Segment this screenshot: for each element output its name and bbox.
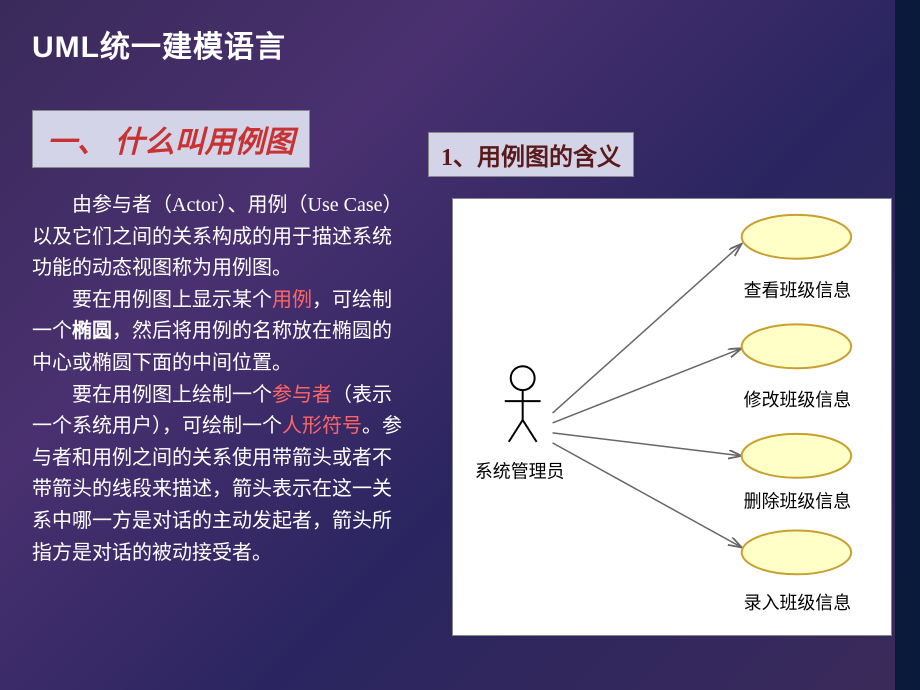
svg-text:删除班级信息: 删除班级信息 xyxy=(744,492,851,512)
page-title: UML统一建模语言 xyxy=(0,0,895,66)
svg-text:修改班级信息: 修改班级信息 xyxy=(744,390,851,410)
svg-text:系统管理员: 系统管理员 xyxy=(475,462,565,482)
paragraph-1: 由参与者（Actor）、用例（Use Case）以及它们之间的关系构成的用于描述… xyxy=(32,190,402,285)
subsection-heading: 1、用例图的含义 xyxy=(428,132,634,177)
section-heading: 一、 什么叫用例图 xyxy=(32,110,310,168)
p3a: 要在用例图上绘制一个 xyxy=(72,384,272,406)
usecase-diagram: 查看班级信息修改班级信息删除班级信息录入班级信息 系统管理员 xyxy=(452,198,892,636)
p1-text: 由参与者（Actor）、用例（Use Case）以及它们之间的关系构成的用于描述… xyxy=(32,194,393,279)
p2-hl-usecase: 用例 xyxy=(272,289,312,311)
svg-text:录入班级信息: 录入班级信息 xyxy=(744,593,851,613)
slide-container: UML统一建模语言 一、 什么叫用例图 1、用例图的含义 由参与者（Actor）… xyxy=(0,0,895,690)
paragraph-2: 要在用例图上显示某个用例，可绘制一个椭圆，然后将用例的名称放在椭圆的中心或椭圆下… xyxy=(32,285,402,380)
svg-text:查看班级信息: 查看班级信息 xyxy=(744,281,851,301)
body-text: 由参与者（Actor）、用例（Use Case）以及它们之间的关系构成的用于描述… xyxy=(32,190,402,569)
usecase-svg: 查看班级信息修改班级信息删除班级信息录入班级信息 系统管理员 xyxy=(453,199,891,635)
p2a: 要在用例图上显示某个 xyxy=(72,289,272,311)
paragraph-3: 要在用例图上绘制一个参与者（表示一个系统用户），可绘制一个人形符号。参与者和用例… xyxy=(32,380,402,570)
p3c: 。参与者和用例之间的关系使用带箭头或者不带箭头的线段来描述，箭头表示在这一关系中… xyxy=(32,415,402,563)
p2-bold-ellipse: 椭圆 xyxy=(72,320,112,342)
p3-hl-stick: 人形符号 xyxy=(282,415,362,437)
p3-hl-actor: 参与者 xyxy=(272,384,332,406)
